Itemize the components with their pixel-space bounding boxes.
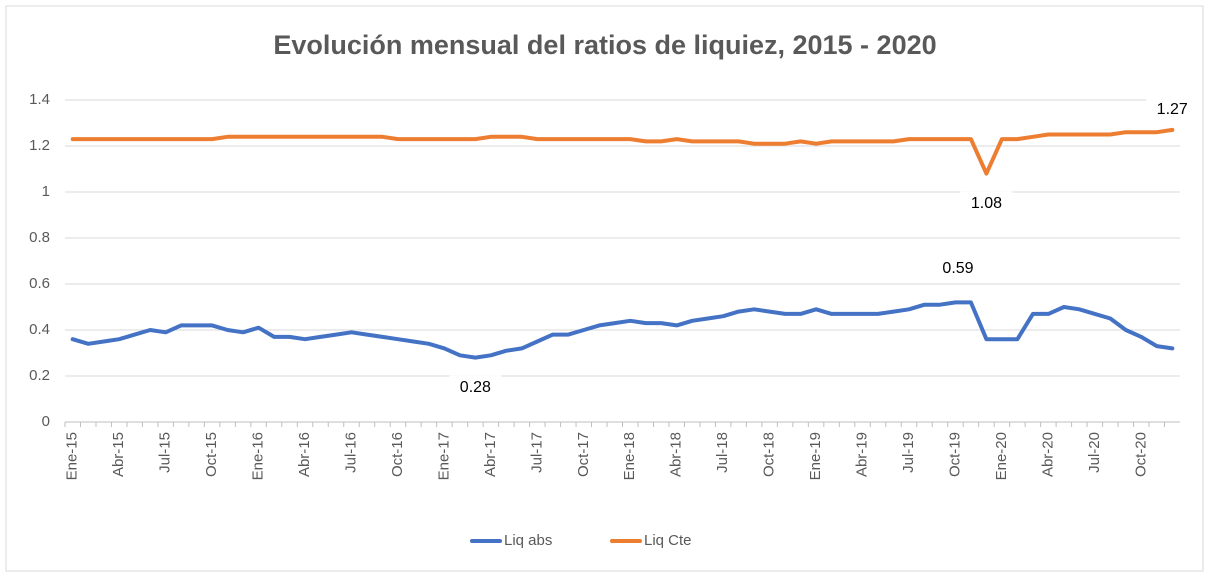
x-tick-label: Jul-16	[342, 432, 359, 473]
data-label: 1.27	[1157, 101, 1188, 118]
x-tick-label: Ene-16	[250, 432, 267, 480]
y-tick-label: 0.8	[29, 229, 50, 246]
x-tick-label: Oct-20	[1132, 432, 1149, 477]
x-tick-label: Jul-19	[900, 432, 917, 473]
x-tick-label: Jul-20	[1086, 432, 1103, 473]
data-label-bg	[449, 375, 502, 400]
data-label: 0.28	[460, 379, 491, 396]
chart-title: Evolución mensual del ratios de liquiez,…	[273, 30, 936, 60]
x-tick-label: Abr-16	[296, 432, 313, 477]
x-tick-label: Oct-17	[575, 432, 592, 477]
x-tick-label: Jul-18	[714, 432, 731, 473]
x-tick-label: Ene-20	[993, 432, 1010, 480]
line-series	[70, 127, 1175, 176]
x-tick-label: Oct-16	[389, 432, 406, 477]
y-tick-label: 0.6	[29, 275, 50, 292]
x-tick-label: Ene-18	[621, 432, 638, 480]
legend-label: Liq abs	[504, 532, 552, 549]
y-tick-label: 0.4	[29, 321, 50, 338]
x-tick-label: Jul-17	[528, 432, 545, 473]
y-tick-label: 1.2	[29, 137, 50, 154]
x-tick-label: Oct-15	[203, 432, 220, 477]
x-tick-label: Abr-17	[482, 432, 499, 477]
chart-frame	[5, 5, 1204, 572]
line-series	[70, 300, 1175, 360]
x-tick-label: Abr-20	[1039, 432, 1056, 477]
y-tick-label: 0	[42, 413, 50, 430]
x-tick-label: Ene-15	[64, 432, 81, 480]
legend-label: Liq Cte	[644, 532, 692, 549]
annotation: 0.59	[942, 260, 973, 277]
x-tick-label: Ene-19	[807, 432, 824, 480]
x-tick-label: Oct-18	[761, 432, 778, 477]
y-tick-label: 1.4	[29, 91, 50, 108]
x-tick-label: Abr-19	[854, 432, 871, 477]
x-tick-label: Abr-15	[110, 432, 127, 477]
x-tick-label: Ene-17	[435, 432, 452, 480]
x-tick-label: Jul-15	[157, 432, 174, 473]
y-tick-label: 0.2	[29, 367, 50, 384]
x-tick-label: Abr-18	[668, 432, 685, 477]
x-tick-label: Oct-19	[946, 432, 963, 477]
data-label-bg	[960, 191, 1013, 216]
annotation-bg	[930, 256, 986, 282]
data-label-bg	[1146, 97, 1199, 122]
y-tick-label: 1	[42, 183, 50, 200]
data-label: 1.08	[971, 195, 1002, 212]
